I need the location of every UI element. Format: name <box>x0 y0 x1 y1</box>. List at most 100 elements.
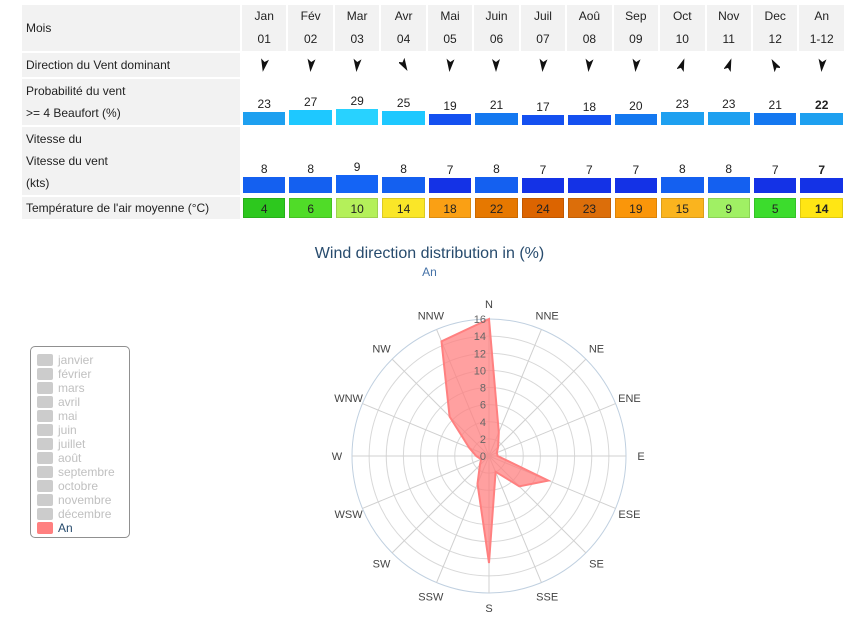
speed-cell: 8 <box>381 127 425 195</box>
direction-arrow-icon <box>428 53 472 77</box>
legend-label: novembre <box>58 493 112 507</box>
direction-arrow-icon <box>474 53 518 77</box>
probability-value: 22 <box>815 97 829 112</box>
radial-tick-label: 0 <box>480 451 486 463</box>
probability-value: 29 <box>350 94 364 108</box>
temperature-value: 19 <box>614 198 658 218</box>
speed-bar <box>800 178 843 193</box>
speed-bar <box>568 178 611 193</box>
radial-tick-label: 4 <box>480 417 486 429</box>
legend-label: septembre <box>58 465 115 479</box>
legend-item[interactable]: septembre <box>37 465 129 479</box>
temperature-cell: 15 <box>660 197 704 219</box>
legend-label: juin <box>58 423 77 437</box>
probability-value: 27 <box>304 95 318 109</box>
temperature-cell: 14 <box>799 197 844 219</box>
speed-cell: 7 <box>521 127 565 195</box>
temperature-value: 18 <box>428 198 472 218</box>
legend-label: An <box>58 521 73 535</box>
legend-item[interactable]: juillet <box>37 437 129 451</box>
probability-value: 23 <box>722 97 736 111</box>
speed-cell: 7 <box>614 127 658 195</box>
speed-value: 7 <box>632 163 640 177</box>
legend-label: décembre <box>58 507 112 521</box>
legend-item[interactable]: février <box>37 367 129 381</box>
probability-cell: 27 <box>288 79 332 125</box>
temperature-cell: 6 <box>288 197 332 219</box>
speed-value: 8 <box>493 161 500 176</box>
speed-bar <box>428 178 472 193</box>
temperature-cell: 19 <box>614 197 658 219</box>
direction-label: W <box>332 451 343 463</box>
direction-arrow-icon <box>288 53 332 77</box>
speed-cell: 7 <box>799 127 844 195</box>
radial-tick-label: 16 <box>474 314 486 326</box>
direction-arrow-icon <box>660 53 704 77</box>
probability-cell: 19 <box>428 79 472 125</box>
speed-bar <box>753 178 797 193</box>
speed-cell: 7 <box>428 127 472 195</box>
month-header: Juil <box>520 5 566 27</box>
speed-bar <box>243 176 286 193</box>
probability-bar <box>568 114 611 125</box>
speed-bar <box>661 176 704 193</box>
legend-item[interactable]: janvier <box>37 353 129 367</box>
month-number: 05 <box>427 27 473 51</box>
speed-cell: 8 <box>660 127 704 195</box>
radial-tick-label: 14 <box>474 331 486 343</box>
legend-label: mars <box>58 381 85 395</box>
speed-value: 7 <box>586 163 593 177</box>
probability-cell: 18 <box>567 79 611 125</box>
spoke-gridline <box>488 455 542 583</box>
legend-item[interactable]: An <box>37 521 129 535</box>
direction-arrow-icon <box>242 53 286 77</box>
probability-cell: 23 <box>707 79 751 125</box>
speed-value: 7 <box>539 163 547 177</box>
legend-label: avril <box>58 395 81 409</box>
legend-item[interactable]: mai <box>37 409 129 423</box>
month-number: 04 <box>381 27 426 51</box>
month-header: Sep <box>613 5 659 27</box>
probability-value: 17 <box>536 100 550 114</box>
probability-value: 21 <box>489 98 504 112</box>
temperature-value: 14 <box>800 198 843 218</box>
legend-item[interactable]: avril <box>37 395 129 409</box>
probability-value: 19 <box>443 99 457 113</box>
direction-arrow-icon <box>381 53 425 77</box>
probability-bar <box>243 112 286 125</box>
legend-item[interactable]: décembre <box>37 507 129 521</box>
month-header: Avr <box>381 5 426 27</box>
probability-bar <box>661 112 704 125</box>
direction-label: E <box>637 451 644 463</box>
legend-item[interactable]: novembre <box>37 493 129 507</box>
direction-label: NE <box>589 344 604 356</box>
legend-swatch <box>37 452 53 464</box>
speed-value: 9 <box>353 160 361 174</box>
month-number: 10 <box>660 27 705 51</box>
month-number: 01 <box>242 27 287 51</box>
legend-item[interactable]: mars <box>37 381 129 395</box>
direction-label: WSW <box>335 509 364 521</box>
legend-swatch <box>37 396 53 408</box>
probability-cell: 29 <box>335 79 379 125</box>
legend-item[interactable]: octobre <box>37 479 129 493</box>
speed-cell: 8 <box>474 127 518 195</box>
speed-cell: 8 <box>707 127 751 195</box>
probability-label-line2: >= 4 Beaufort (%) <box>26 106 121 120</box>
radial-tick-label: 6 <box>480 400 486 412</box>
temperature-value: 24 <box>521 198 565 218</box>
legend-swatch <box>37 354 53 366</box>
direction-label: SW <box>373 558 391 570</box>
direction-label: ESE <box>618 509 640 521</box>
probability-cell: 21 <box>753 79 797 125</box>
probability-label: Probabilité du vent >= 4 Beaufort (%) <box>22 79 240 125</box>
legend-item[interactable]: août <box>37 451 129 465</box>
radial-tick-label: 12 <box>474 348 486 360</box>
legend-item[interactable]: juin <box>37 423 129 437</box>
probability-bar <box>521 115 565 125</box>
month-header: An <box>799 5 844 27</box>
radial-tick-label: 2 <box>480 434 486 446</box>
probability-bar <box>614 113 658 125</box>
month-header: Juin <box>474 5 519 27</box>
speed-bar <box>475 176 518 193</box>
